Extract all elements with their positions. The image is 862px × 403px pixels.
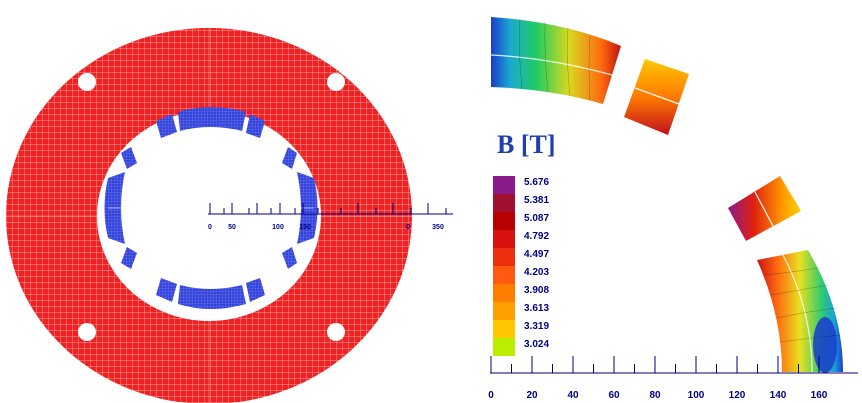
coil-block-small-2 — [728, 176, 801, 241]
legend-swatch — [493, 230, 515, 248]
legend-swatch — [493, 338, 515, 356]
coil-block — [121, 247, 137, 269]
right-axis-labels: 0 20 40 60 80 100 120 140 160 — [488, 390, 828, 401]
legend-label: 3.319 — [524, 321, 549, 332]
right-tick-label: 80 — [649, 390, 661, 401]
right-axis-ticks — [490, 356, 820, 373]
field-map — [490, 17, 843, 373]
yoke-hole — [327, 323, 345, 341]
left-tick-label: 0 — [406, 224, 410, 231]
yoke-hole — [78, 323, 96, 341]
legend-label: 5.676 — [524, 177, 549, 188]
coil-block — [282, 247, 297, 269]
yoke-hole — [327, 73, 345, 91]
left-tick-label: 0 — [208, 224, 212, 231]
coil-block-top — [491, 17, 621, 104]
legend-label: 4.497 — [524, 249, 549, 260]
legend-label: 5.087 — [524, 213, 549, 224]
legend-label: 5.381 — [524, 195, 549, 206]
right-tick-label: 20 — [526, 390, 538, 401]
coil-block-bottom-midline — [782, 254, 813, 373]
left-tick-label: 50 — [228, 224, 236, 231]
legend-swatch — [493, 320, 515, 338]
coil-block — [282, 147, 297, 169]
coil-block — [156, 114, 177, 138]
coil-block — [246, 278, 265, 302]
legend-swatch — [493, 194, 515, 212]
right-tick-label: 120 — [729, 390, 746, 401]
left-tick-label: 100 — [272, 224, 284, 231]
iron-yoke-ring — [6, 28, 412, 403]
legend-label: 4.792 — [524, 231, 549, 242]
coil-block — [178, 107, 246, 131]
coil-block-small-2-midline — [754, 191, 774, 227]
coil-block-top-midline — [490, 54, 613, 76]
legend-swatch — [493, 176, 515, 194]
coil-top-contours — [519, 18, 591, 101]
coil-block-small-1-midline — [634, 87, 680, 105]
legend-swatch — [493, 248, 515, 266]
left-tick-label: 150 — [299, 224, 311, 231]
legend-swatch — [493, 266, 515, 284]
legend-swatch — [493, 302, 515, 320]
field-title: B [T] — [497, 130, 556, 159]
ring-radial-lines — [6, 28, 412, 403]
coil-block — [246, 114, 265, 138]
legend-label: 3.908 — [524, 285, 549, 296]
legend-swatch — [493, 284, 515, 302]
right-tick-label: 60 — [608, 390, 620, 401]
coil-block-small-1 — [624, 59, 689, 135]
cross-section-mesh — [6, 28, 412, 403]
right-tick-label: 140 — [770, 390, 787, 401]
coil-bottom-contours — [763, 267, 841, 343]
legend-label: 3.613 — [524, 303, 549, 314]
legend-label: 4.203 — [524, 267, 549, 278]
left-axis: 0 50 100 150 0 350 — [208, 203, 453, 231]
right-tick-label: 40 — [567, 390, 579, 401]
legend-label: 3.024 — [524, 339, 549, 350]
coil-blocks — [104, 107, 318, 309]
right-tick-label: 160 — [811, 390, 828, 401]
legend-swatch — [493, 212, 515, 230]
yoke-hole — [78, 73, 96, 91]
low-field-region — [813, 317, 837, 373]
right-tick-label: 0 — [488, 390, 494, 401]
left-axis-ticks — [209, 203, 447, 214]
coil-block — [178, 285, 246, 309]
coil-block — [156, 278, 177, 302]
color-legend: 5.676 5.381 5.087 4.792 4.497 4.203 3.908 3.613… — [493, 176, 549, 356]
right-axis: 0 20 40 60 80 100 120 140 160 — [488, 356, 858, 401]
coil-block — [121, 147, 137, 169]
left-tick-label: 350 — [432, 224, 444, 231]
right-tick-label: 100 — [688, 390, 705, 401]
